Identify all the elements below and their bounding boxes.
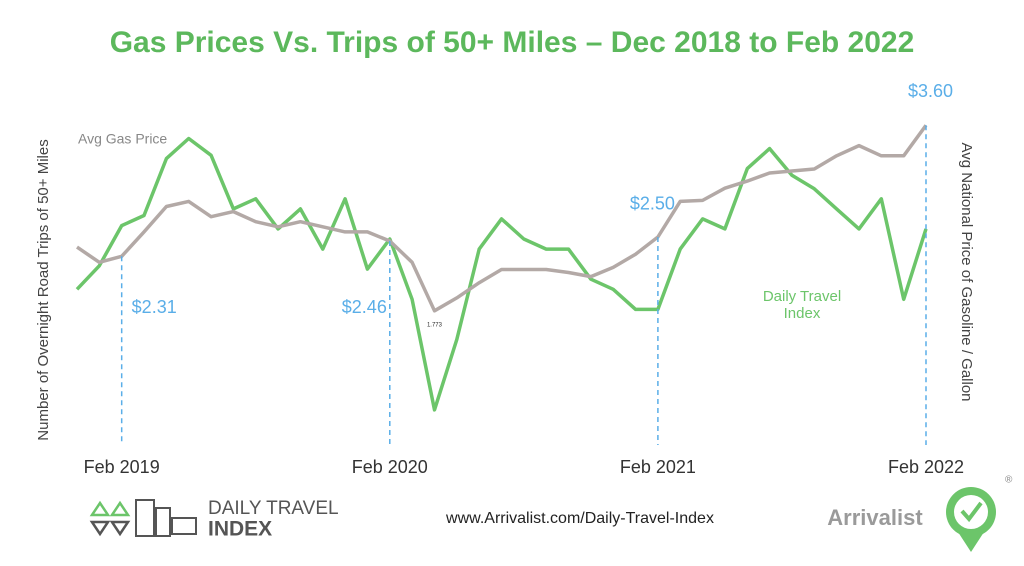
legend-label: Avg Gas Price (78, 131, 167, 147)
data-label: $3.60 (908, 81, 953, 101)
y-axis-label: Number of Overnight Road Trips of 50+ Mi… (35, 139, 52, 440)
data-label: $2.50 (630, 194, 675, 214)
logo-icon (89, 499, 197, 537)
series-line (76, 124, 928, 313)
x-tick-label: Feb 2019 (84, 457, 160, 477)
data-label: 1.773 (427, 322, 443, 328)
data-label: $2.46 (342, 297, 387, 317)
footer-url: www.Arrivalist.com/Daily-Travel-Index (445, 510, 714, 527)
brand: Arrivalist (827, 505, 923, 530)
series-line (75, 136, 928, 412)
logo-text: DAILY TRAVEL (208, 498, 339, 519)
logo-text: INDEX (208, 518, 272, 541)
chart-title: Gas Prices Vs. Trips of 50+ Miles – Dec … (110, 26, 915, 59)
x-tick-label: Feb 2020 (352, 457, 428, 477)
y2-axis-label: Avg National Price of Gasoline / Gallon (958, 142, 975, 401)
brand-pin (946, 487, 996, 552)
legend-label: Daily Travel Index (762, 288, 842, 322)
x-tick-label: Feb 2021 (620, 457, 696, 477)
data-label: $2.31 (132, 297, 177, 317)
x-tick-label: Feb 2022 (888, 457, 964, 477)
registered: ® (1005, 475, 1013, 486)
